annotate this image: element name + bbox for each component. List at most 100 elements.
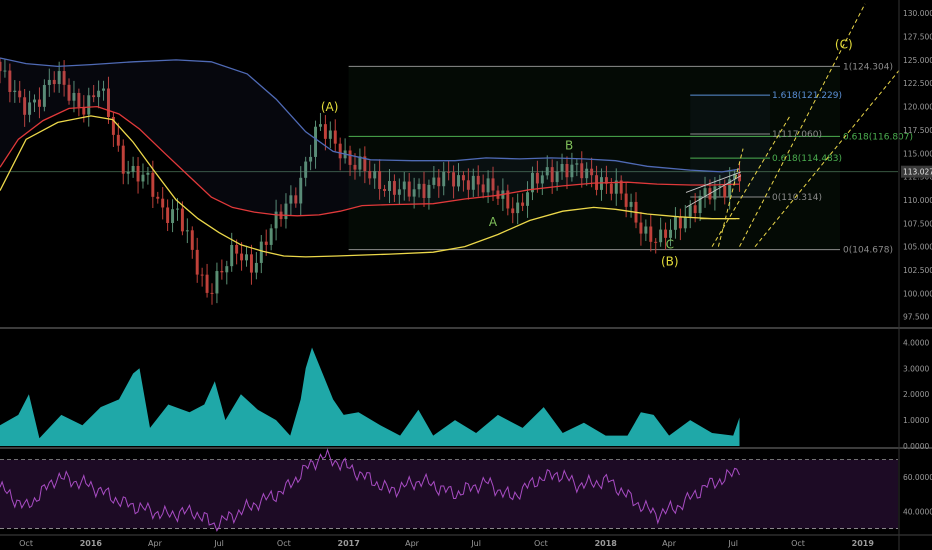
candle-body xyxy=(624,193,628,207)
candle-body xyxy=(432,177,436,185)
price-axis-tick: 115.000 xyxy=(903,149,932,158)
candle-body xyxy=(713,186,717,200)
candle-body xyxy=(161,198,165,208)
candle-body xyxy=(678,216,682,229)
rsi-line xyxy=(0,448,740,532)
candle-body xyxy=(215,271,219,294)
candle-body xyxy=(486,178,490,193)
candle-body xyxy=(590,168,594,176)
candle-body xyxy=(481,184,485,193)
fib-extension-label: 0.618(114.483) xyxy=(772,154,842,164)
candle-body xyxy=(669,229,672,238)
candle-body xyxy=(585,168,589,179)
candle-body xyxy=(619,180,623,194)
candle-body xyxy=(18,90,22,98)
volume-axis-tick: 0.0000 xyxy=(903,442,929,451)
time-axis-tick: Oct xyxy=(791,539,805,548)
candle-body xyxy=(688,205,692,217)
candle-body xyxy=(461,175,465,181)
candle-body xyxy=(185,230,189,232)
candle-body xyxy=(230,244,234,267)
candle-body xyxy=(37,99,41,107)
candle-body xyxy=(171,209,175,223)
candle-body xyxy=(131,165,135,172)
candle-body xyxy=(693,205,697,214)
candle-body xyxy=(511,208,515,214)
candle-body xyxy=(457,175,460,187)
candle-body xyxy=(422,183,426,198)
fib-level-label: 0.618(116.807) xyxy=(843,132,913,142)
candle-body xyxy=(545,167,549,176)
candle-body xyxy=(373,171,377,179)
trend-line xyxy=(685,171,742,193)
candle-body xyxy=(698,195,702,214)
candle-body xyxy=(471,175,475,190)
candle-body xyxy=(412,189,416,197)
wave-label: (C) xyxy=(835,38,853,52)
candle-body xyxy=(190,230,194,250)
candle-body xyxy=(111,116,115,135)
candle-body xyxy=(397,189,401,195)
candle-body xyxy=(72,92,76,101)
candle-body xyxy=(33,99,36,103)
candle-body xyxy=(225,266,229,273)
candle-body xyxy=(87,95,91,115)
projection-dashed-line xyxy=(711,115,791,247)
candle-body xyxy=(180,208,184,232)
projection-dashed-line xyxy=(717,148,744,247)
candle-body xyxy=(289,195,293,204)
candle-body xyxy=(402,181,406,190)
candle-body xyxy=(176,208,179,210)
candle-body xyxy=(476,175,480,185)
time-axis-tick: Oct xyxy=(534,539,548,548)
candle-body xyxy=(733,173,737,180)
candle-body xyxy=(259,241,263,263)
wave-label: C xyxy=(666,238,674,252)
candle-body xyxy=(121,145,125,174)
fib-extension-label: 1.618(121.229) xyxy=(772,91,842,101)
candle-body xyxy=(309,156,313,162)
candle-body xyxy=(604,177,608,184)
candle-body xyxy=(447,171,451,173)
candle-body xyxy=(151,172,155,197)
candle-body xyxy=(23,97,27,115)
candle-body xyxy=(506,190,510,209)
candle-body xyxy=(235,244,239,254)
band-fill xyxy=(0,58,740,216)
rsi-axis-tick: 60.0000 xyxy=(903,473,932,482)
candle-body xyxy=(264,241,268,245)
candle-body xyxy=(52,79,56,85)
fibonacci-levels: 1(124.304) 0.618(116.807) 0(104.678) 1.618(… xyxy=(0,62,913,256)
upper-band-line xyxy=(0,57,740,173)
candle-body xyxy=(294,195,298,204)
price-axis-tick: 97.500 xyxy=(903,313,929,322)
candle-body xyxy=(516,202,520,214)
price-axis-tick: 127.500 xyxy=(903,33,932,42)
candle-body xyxy=(102,88,106,91)
candle-body xyxy=(521,202,525,206)
candle-body xyxy=(126,171,130,174)
projection-lines xyxy=(685,3,901,247)
volume-axis-tick: 3.0000 xyxy=(903,364,929,373)
candle-body xyxy=(644,226,648,234)
candle-body xyxy=(328,130,332,139)
candle-body xyxy=(220,271,224,273)
candle-body xyxy=(269,228,273,245)
candle-body xyxy=(353,164,357,170)
wave-label: A xyxy=(489,215,498,229)
candle-body xyxy=(166,207,170,223)
candle-body xyxy=(304,161,308,178)
candle-body xyxy=(639,222,643,234)
candle-body xyxy=(146,172,150,175)
candle-body xyxy=(106,88,110,117)
price-axis-tick: 102.500 xyxy=(903,266,932,275)
candle-body xyxy=(323,124,327,139)
moving-average-slow-line xyxy=(0,115,740,258)
rsi-band-fill xyxy=(0,459,898,529)
volume-area xyxy=(0,347,740,446)
candle-body xyxy=(683,216,687,229)
price-axis-tick: 122.500 xyxy=(903,79,932,88)
time-axis-tick: Jul xyxy=(213,539,224,548)
